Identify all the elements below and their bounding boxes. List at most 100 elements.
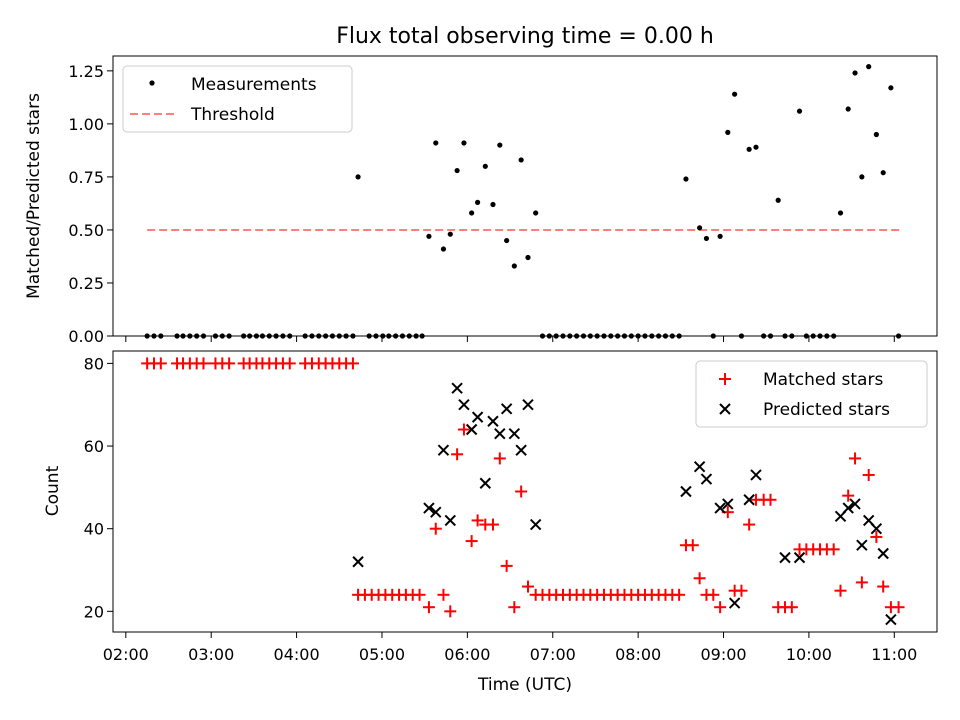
matched-star-point xyxy=(500,559,513,572)
predicted-star-point xyxy=(722,498,734,510)
x-tick-label: 03:00 xyxy=(188,645,234,664)
matched-star-point xyxy=(693,572,706,585)
measurement-point xyxy=(490,201,496,208)
predicted-star-point xyxy=(885,613,897,626)
measurement-point xyxy=(845,106,851,112)
predicted-star-point xyxy=(444,514,456,527)
top-panel: 0.00 0.25 0.50 0.75 1.00 1.25 Matched/Predict… xyxy=(24,55,938,346)
measurement-point xyxy=(697,225,703,231)
predicted-star-point xyxy=(500,403,513,415)
bottom-legend-box xyxy=(695,360,928,428)
legend-measurements-marker xyxy=(149,80,155,86)
matched-star-point xyxy=(437,588,450,601)
predicted-star-point xyxy=(471,411,484,423)
legend-matched-label: Matched stars xyxy=(763,370,883,390)
measurement-point xyxy=(447,231,453,237)
x-tick-label: 11:00 xyxy=(871,645,917,664)
measurement-point xyxy=(837,210,844,216)
predicted-star-point xyxy=(522,399,534,411)
matched-star-point xyxy=(508,601,521,614)
predicted-star-point xyxy=(714,502,726,514)
bottom-x-ticks: 02:00 03:00 04:00 05:00 06:00 07:00 08:00 09:00… xyxy=(103,632,917,664)
predicted-star-point xyxy=(793,551,806,564)
top-legend-box xyxy=(122,65,353,133)
measurement-point xyxy=(511,263,517,269)
measurement-point xyxy=(469,210,475,216)
predicted-star-point xyxy=(479,477,492,489)
matched-star-point xyxy=(855,576,868,589)
matched-star-point xyxy=(444,605,457,618)
matched-star-point xyxy=(413,588,426,601)
measurement-point xyxy=(683,176,689,182)
predicted-star-point xyxy=(743,494,755,506)
legend-predicted-marker xyxy=(719,403,731,415)
matched-star-point xyxy=(877,580,890,593)
top-y-tick-label: 0.50 xyxy=(68,221,104,240)
matched-star-point xyxy=(486,518,499,531)
matched-star-point xyxy=(707,588,720,601)
matched-star-point xyxy=(422,601,435,614)
predicted-star-point xyxy=(451,382,463,394)
predicted-star-point xyxy=(515,444,527,456)
matched-star-point xyxy=(457,423,470,436)
x-tick-label: 09:00 xyxy=(700,645,746,664)
measurement-point xyxy=(454,167,460,174)
predicted-star-point xyxy=(465,423,478,436)
measurement-point xyxy=(866,64,872,70)
x-tick-label: 08:00 xyxy=(615,645,661,664)
measurement-point xyxy=(504,237,510,244)
matched-star-point xyxy=(785,601,798,614)
measurement-point xyxy=(475,199,481,205)
matched-star-point xyxy=(735,584,748,597)
matched-star-point xyxy=(197,357,210,370)
matched-star-point xyxy=(743,518,756,531)
matched-star-point xyxy=(493,452,506,465)
predicted-star-point xyxy=(430,506,442,518)
bottom-y-tick-label: 60 xyxy=(84,437,104,456)
matched-star-point xyxy=(842,489,855,502)
predicted-star-point xyxy=(423,502,435,514)
matched-star-point xyxy=(283,357,296,370)
measurement-point xyxy=(775,197,781,203)
measurement-point xyxy=(525,254,531,261)
matched-star-point xyxy=(673,588,686,601)
top-y-axis-label: Matched/Predicted stars xyxy=(24,93,44,299)
measurement-point xyxy=(753,144,759,150)
predicted-star-point xyxy=(529,518,542,531)
top-y-tick-label: 0.25 xyxy=(68,274,104,293)
measurement-point xyxy=(518,157,524,163)
bottom-y-ticks: 20 40 60 80 xyxy=(84,354,113,621)
matched-star-point xyxy=(686,539,699,552)
top-y-tick-label: 0.00 xyxy=(68,327,104,346)
legend-matched-marker xyxy=(719,373,731,385)
predicted-star-point xyxy=(728,597,741,609)
legend-predicted-label: Predicted stars xyxy=(763,400,890,420)
legend-measurements-label: Measurements xyxy=(191,75,317,95)
bottom-axes-frame xyxy=(112,350,938,633)
measurement-point xyxy=(426,233,432,239)
measurement-point xyxy=(717,233,723,239)
predicted-star-point xyxy=(700,473,713,485)
top-axes-frame xyxy=(112,55,938,337)
matched-star-point xyxy=(154,357,167,370)
x-axis-label: Time (UTC) xyxy=(477,675,572,695)
measurement-point xyxy=(888,85,894,91)
measurement-point xyxy=(433,140,439,146)
matched-star-point xyxy=(471,514,484,527)
x-tick-label: 06:00 xyxy=(444,645,490,664)
measurement-point xyxy=(533,210,539,216)
top-y-tick-label: 1.25 xyxy=(68,62,104,81)
measurement-point xyxy=(746,146,752,152)
measurement-point xyxy=(440,246,447,252)
legend-threshold-label: Threshold xyxy=(190,105,275,125)
matched-star-point xyxy=(346,357,359,370)
matched-star-point xyxy=(223,357,236,370)
bottom-legend: Matched stars Predicted stars xyxy=(695,360,928,428)
x-tick-label: 04:00 xyxy=(274,645,320,664)
predicted-star-point xyxy=(487,415,499,427)
matched-star-point xyxy=(429,522,442,535)
matched-star-point xyxy=(714,601,727,614)
bottom-y-tick-label: 40 xyxy=(84,520,104,539)
top-y-tick-label: 1.00 xyxy=(68,115,104,134)
